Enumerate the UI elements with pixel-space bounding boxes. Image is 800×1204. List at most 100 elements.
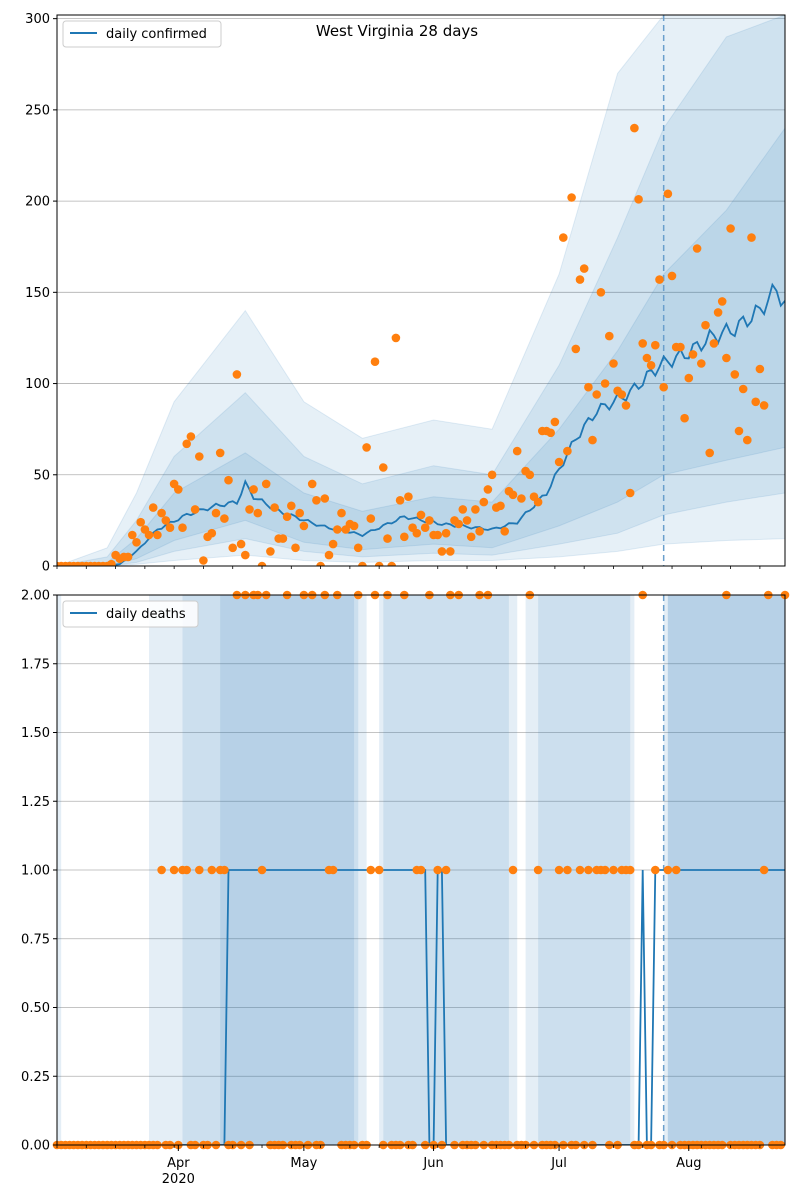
deaths-y-ticks: 0.00 0.25 0.50 0.75 1.00 1.25 1.50 1.75 2.00 (21, 589, 57, 1154)
observed-point (391, 333, 401, 343)
observed-point (358, 561, 367, 566)
observed-point (605, 331, 614, 341)
y-tick-label: 100 (25, 377, 50, 392)
observed-point (759, 865, 769, 875)
y-tick-label: 1.00 (21, 864, 50, 879)
observed-point (671, 865, 681, 875)
observed-point (374, 865, 384, 875)
observed-point (717, 297, 727, 306)
observed-point (759, 401, 769, 410)
confidence-band-outer (57, 15, 785, 566)
x-tick-label: Apr (167, 1156, 190, 1171)
observed-point (132, 538, 141, 547)
observed-point (466, 532, 476, 542)
observed-point (416, 865, 426, 875)
y-tick-label: 50 (33, 468, 50, 483)
confirmed-legend: daily confirmed (62, 20, 222, 48)
confirmed-y-ticks: 0 50 100 150 200 250 300 (25, 12, 57, 575)
observed-point (563, 865, 572, 875)
observed-point (667, 271, 677, 281)
observed-point (220, 865, 229, 875)
observed-point (609, 865, 618, 875)
confirmed-axes-frame (56, 14, 786, 567)
observed-point (416, 510, 426, 520)
y-tick-label: 1.50 (21, 726, 50, 741)
y-tick-label: 2.00 (21, 589, 50, 604)
observed-point (508, 865, 518, 875)
observed-point (617, 390, 627, 399)
confirmed-bands (57, 15, 785, 566)
observed-point (433, 530, 443, 540)
observed-point (123, 552, 133, 562)
observed-point (148, 503, 158, 512)
observed-point (157, 508, 166, 518)
observed-point (479, 497, 489, 507)
y-tick-label: 0.75 (21, 932, 50, 947)
observed-point (169, 865, 179, 875)
observed-point (709, 339, 719, 348)
observed-point (182, 865, 191, 875)
observed-point (592, 390, 601, 399)
observed-point (630, 123, 639, 133)
observed-point (692, 244, 702, 253)
confirmed-panel: 0 50 100 150 200 250 300 West Virginia 28 days… (25, 12, 786, 575)
observed-point (730, 370, 740, 379)
observed-point (546, 428, 555, 438)
observed-point (738, 384, 748, 394)
observed-point (642, 353, 652, 363)
observed-point (441, 528, 451, 538)
observed-point (349, 521, 359, 531)
observed-point (144, 530, 154, 540)
observed-point (366, 514, 376, 523)
observed-point (395, 496, 405, 505)
x-tick-label: Aug (676, 1156, 701, 1171)
observed-point (722, 353, 731, 363)
observed-point (600, 379, 610, 388)
observed-point (153, 530, 162, 540)
confirmed-gridlines (57, 18, 785, 567)
legend-box (62, 20, 222, 48)
observed-point (483, 485, 493, 494)
y-tick-label: 1.75 (21, 657, 50, 672)
observed-point (220, 514, 229, 523)
observed-point (400, 532, 409, 542)
observed-point (684, 373, 694, 383)
observed-point (215, 448, 225, 458)
observed-point (224, 475, 233, 485)
observed-point (508, 490, 518, 500)
y-tick-label: 300 (25, 12, 50, 27)
observed-point (257, 561, 267, 566)
y-tick-label: 0.25 (21, 1070, 50, 1085)
observed-point (207, 528, 217, 538)
observed-point (454, 519, 464, 529)
observed-point (420, 523, 430, 532)
observed-point (161, 516, 171, 525)
observed-point (211, 508, 221, 518)
observed-point (755, 364, 765, 374)
observed-point (374, 561, 384, 566)
observed-point (379, 463, 388, 472)
observed-point (425, 516, 434, 525)
x-tick-label: Jul (550, 1156, 567, 1171)
observed-point (563, 446, 572, 456)
observed-point (571, 344, 581, 354)
observed-point (353, 543, 363, 553)
y-tick-label: 1.25 (21, 795, 50, 810)
observed-point (475, 527, 484, 536)
observed-point (257, 865, 267, 875)
observed-point (128, 530, 137, 540)
confirmed-title: West Virginia 28 days (316, 22, 478, 40)
y-tick-label: 0.00 (21, 1139, 50, 1154)
observed-point (567, 193, 576, 202)
observed-point (584, 382, 593, 392)
observed-point (337, 508, 346, 518)
confirmed-median-line (57, 282, 785, 566)
y-tick-label: 0 (42, 560, 50, 575)
observed-point (236, 539, 246, 549)
deaths-panel: 0.00 0.25 0.50 0.75 1.00 1.25 1.50 1.75 2.00 Apr… (21, 589, 790, 1187)
observed-point (299, 521, 309, 531)
observed-point (362, 443, 371, 452)
observed-point (550, 417, 560, 427)
observed-point (241, 550, 250, 560)
